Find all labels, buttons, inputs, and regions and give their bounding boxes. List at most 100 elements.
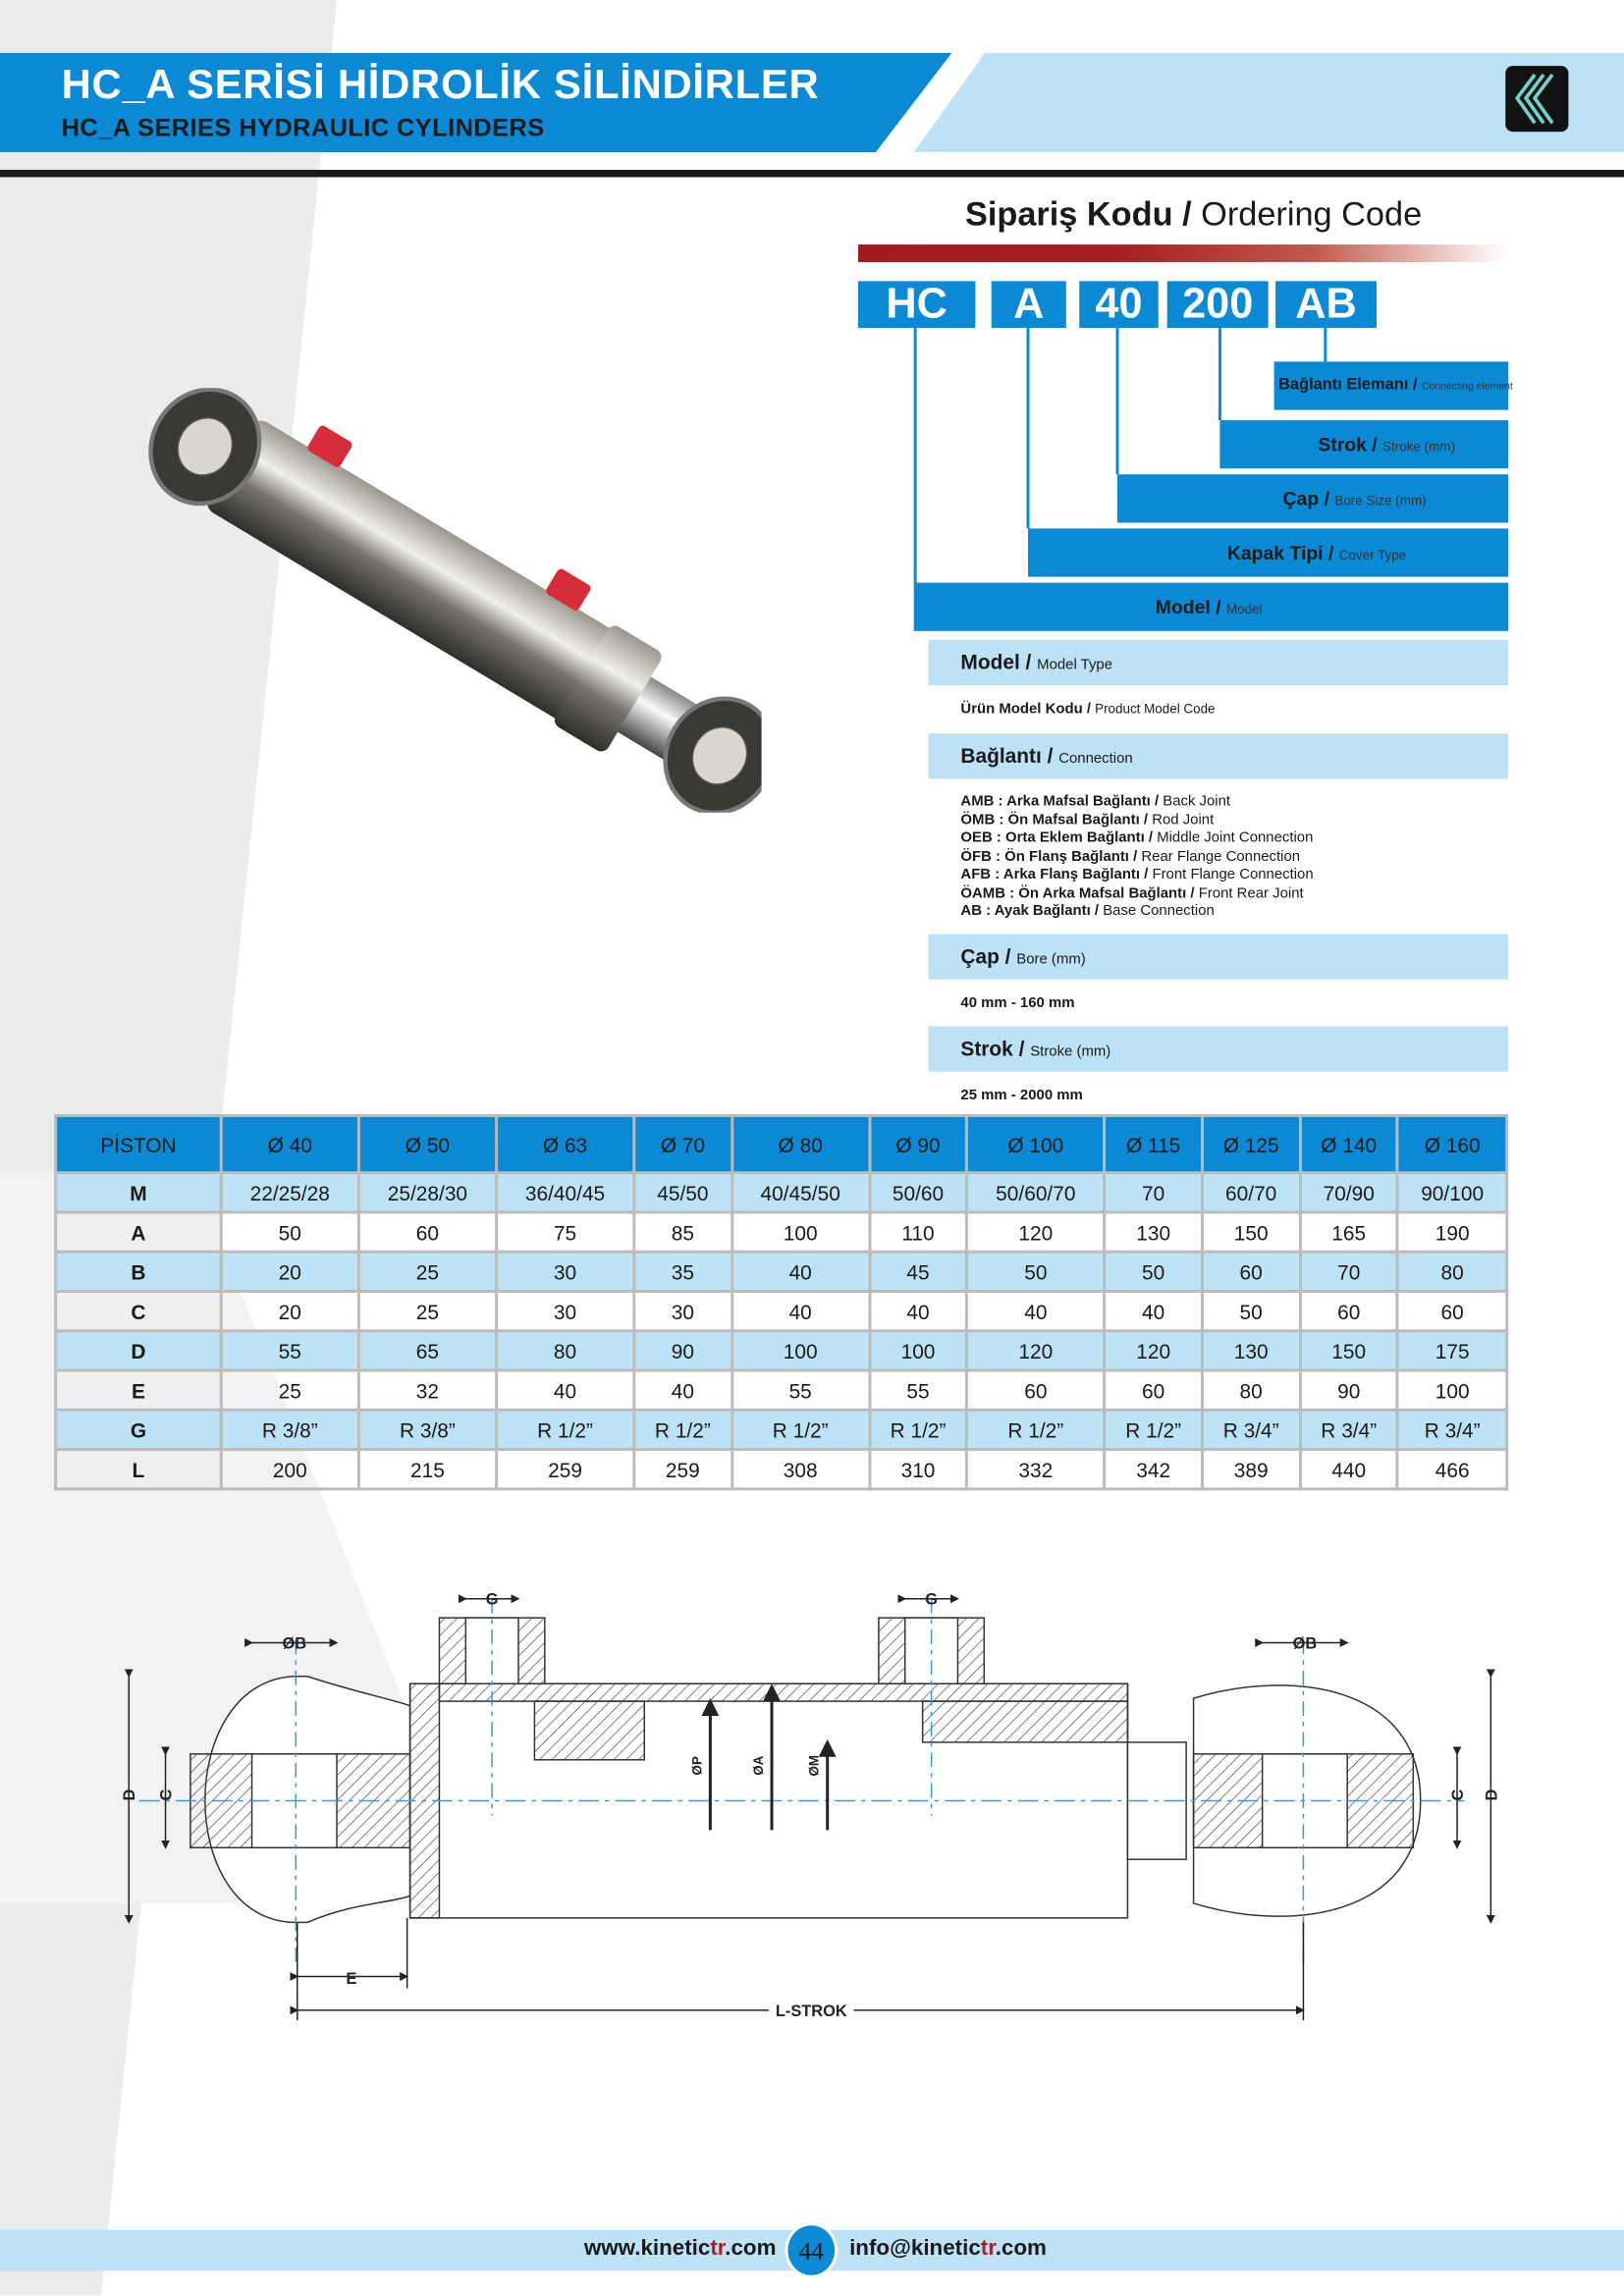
column-header-bore: Ø 115 — [1103, 1114, 1204, 1175]
row-header: C — [54, 1290, 223, 1333]
table-cell: 55 — [219, 1329, 360, 1372]
table-cell: 60 — [965, 1368, 1107, 1412]
table-cell: 120 — [1103, 1329, 1204, 1372]
title-gradient-bar — [858, 244, 1506, 262]
table-cell: 120 — [965, 1210, 1107, 1254]
row-header: M — [54, 1171, 223, 1214]
table-cell: 150 — [1298, 1329, 1400, 1372]
dim-label-l-stroke: L-STROK — [776, 2002, 847, 2020]
label-stroke: Strok / Stroke (mm) — [1219, 420, 1509, 469]
table-cell: 70/90 — [1298, 1171, 1400, 1214]
column-header-bore: Ø 160 — [1396, 1114, 1509, 1175]
table-cell: 80 — [1200, 1368, 1302, 1412]
table-cell: 32 — [356, 1368, 498, 1412]
table-cell: 308 — [730, 1448, 871, 1491]
table-cell: 30 — [494, 1250, 636, 1293]
code-box-stroke: 200 — [1166, 281, 1269, 329]
table-cell: 70 — [1298, 1250, 1400, 1293]
dim-label-p: ØP — [689, 1756, 704, 1775]
email-link[interactable]: info@kinetictr.com — [849, 2235, 1047, 2261]
model-code-text: Ürün Model Kodu / Product Model Code — [960, 701, 1216, 718]
table-cell: 40 — [730, 1250, 871, 1293]
connector-line — [913, 328, 917, 583]
piston — [533, 1700, 646, 1761]
code-box-bore: 40 — [1079, 281, 1159, 329]
table-row: B 20 25 30 35 40 45 50 50 60 70 80 — [54, 1250, 1509, 1293]
table-cell: 100 — [867, 1329, 969, 1372]
table-cell: 40 — [867, 1290, 969, 1333]
gland — [921, 1700, 1129, 1743]
table-cell: 150 — [1200, 1210, 1302, 1254]
table-cell: 20 — [219, 1290, 360, 1333]
table-row: L 200 215 259 259 308 310 332 342 389 440 466 — [54, 1448, 1509, 1491]
table-cell: 40/45/50 — [730, 1171, 871, 1214]
table-row: A 50 60 75 85 100 110 120 130 150 165 190 — [54, 1210, 1509, 1254]
table-cell: 40 — [632, 1368, 733, 1412]
header-band — [0, 52, 952, 153]
row-header: E — [54, 1368, 223, 1412]
table-row: D 55 65 80 90 100 100 120 120 130 150 175 — [54, 1329, 1509, 1372]
dimension-lines — [124, 1594, 1495, 2021]
row-header: B — [54, 1250, 223, 1293]
dim-label-d: D — [1483, 1789, 1500, 1801]
table-cell: 215 — [356, 1448, 498, 1491]
table-cell: 50/60/70 — [965, 1171, 1107, 1214]
table-cell: 100 — [1396, 1368, 1509, 1412]
table-cell: 90 — [1298, 1368, 1400, 1412]
table-cell: 45/50 — [632, 1171, 733, 1214]
table-cell: R 1/2” — [1103, 1408, 1204, 1452]
table-cell: 332 — [965, 1448, 1107, 1491]
table-cell: 60 — [356, 1210, 498, 1254]
dim-label-c: C — [158, 1789, 176, 1801]
table-cell: R 3/4” — [1200, 1408, 1302, 1452]
dim-label-g: G — [486, 1591, 499, 1609]
kinetic-logo-icon — [1505, 66, 1569, 133]
table-row: C 20 25 30 30 40 40 40 40 50 60 60 — [54, 1290, 1509, 1333]
dim-label-c: C — [1449, 1789, 1467, 1801]
table-cell: 40 — [965, 1290, 1107, 1333]
table-cell: 60 — [1200, 1250, 1302, 1293]
table-row: E 25 32 40 40 55 55 60 60 80 90 100 — [54, 1368, 1509, 1412]
website-link[interactable]: www.kinetictr.com — [583, 2235, 777, 2261]
label-connecting-element: Bağlantı Elemanı / Connecting element — [1273, 361, 1513, 410]
table-cell: 440 — [1298, 1448, 1400, 1491]
table-cell: 70 — [1103, 1171, 1204, 1214]
table-row: M 22/25/28 25/28/30 36/40/45 45/50 40/45/50 50… — [54, 1171, 1509, 1214]
section-stroke: Strok / Stroke (mm) — [928, 1026, 1509, 1072]
connection-item: ÖFB : Ön Flanş Bağlantı / Rear Flange Co… — [960, 848, 1301, 865]
column-header-bore: Ø 80 — [730, 1114, 871, 1175]
table-cell: 80 — [494, 1329, 636, 1372]
table-cell: 30 — [494, 1290, 636, 1333]
column-header-piston: PİSTON — [54, 1114, 223, 1175]
ordering-code-title: Sipariş Kodu / Ordering Code — [858, 194, 1529, 234]
table-cell: R 3/8” — [219, 1408, 360, 1452]
table-cell: 55 — [867, 1368, 969, 1412]
table-cell: R 3/4” — [1298, 1408, 1400, 1452]
code-box-connection: AB — [1275, 281, 1378, 329]
section-model-type: Model / Model Type — [928, 639, 1509, 686]
connector-line — [1026, 328, 1030, 529]
column-header-bore: Ø 70 — [632, 1114, 733, 1175]
dim-label-b: ØB — [1293, 1634, 1318, 1652]
table-cell: R 1/2” — [494, 1408, 636, 1452]
column-header-bore: Ø 100 — [965, 1114, 1107, 1175]
table-cell: 35 — [632, 1250, 733, 1293]
table-cell: 30 — [632, 1290, 733, 1333]
table-cell: 90 — [632, 1329, 733, 1372]
table-cell: 259 — [632, 1448, 733, 1491]
table-cell: 100 — [730, 1329, 871, 1372]
table-cell: 259 — [494, 1448, 636, 1491]
table-cell: 25 — [219, 1368, 360, 1412]
table-cell: 50/60 — [867, 1171, 969, 1214]
technical-drawing: G G ØB ØB D C D C ØP ØA ØM E L-STROK — [121, 1591, 1500, 2021]
table-cell: 85 — [632, 1210, 733, 1254]
table-cell: 466 — [1396, 1448, 1509, 1491]
table-cell: 50 — [1200, 1290, 1302, 1333]
dim-label-m: ØM — [807, 1755, 822, 1777]
table-cell: 65 — [356, 1329, 498, 1372]
table-cell: R 3/4” — [1396, 1408, 1509, 1452]
table-cell: 25 — [356, 1250, 498, 1293]
table-cell: 130 — [1103, 1210, 1204, 1254]
table-cell: 40 — [494, 1368, 636, 1412]
